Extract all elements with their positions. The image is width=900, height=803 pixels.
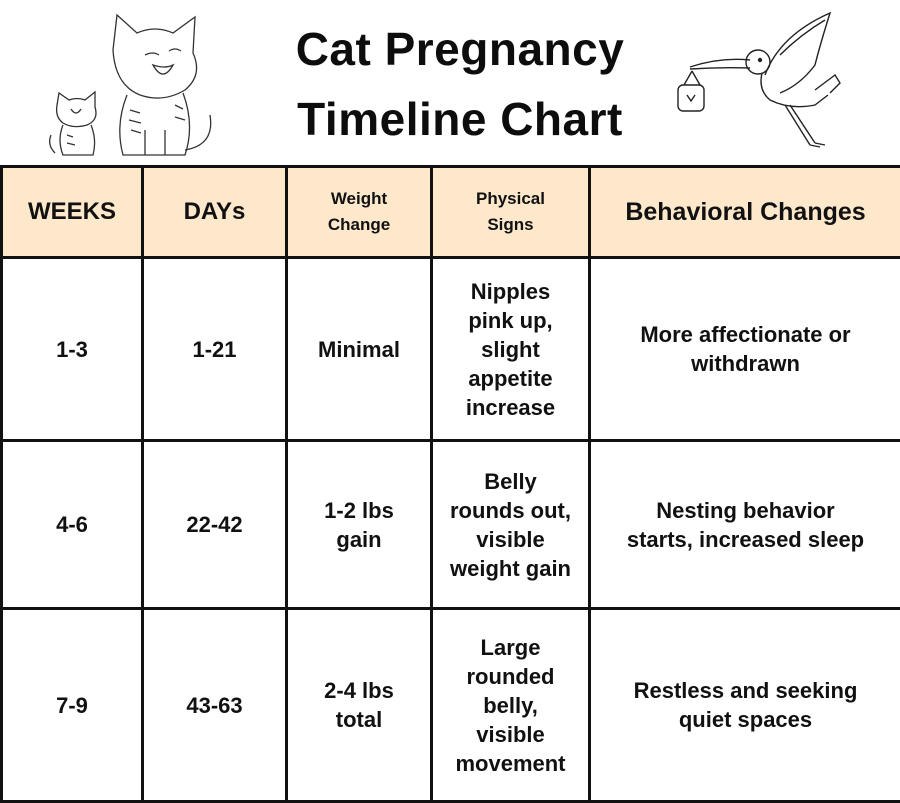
behavioral-changes-cell: Nesting behavior starts, increased sleep [590,441,900,609]
cats-icon [45,5,220,160]
page-header: Cat Pregnancy Timeline Chart [0,0,900,165]
weight-change-cell: 1-2 lbs gain [287,441,432,609]
behavioral-changes-cell: Restless and seeking quiet spaces [590,609,900,802]
weight-change-cell: 2-4 lbs total [287,609,432,802]
table-row: 4-6 22-42 1-2 lbs gain Belly rounds out,… [2,441,900,609]
column-header-days: DAYs [143,167,287,258]
days-cell: 1-21 [143,258,287,441]
weeks-cell: 1-3 [2,258,143,441]
column-header-physical-signs: Physical Signs [432,167,590,258]
table-header-row: WEEKS DAYs Weight Change Physical Signs … [2,167,900,258]
column-header-weight-change: Weight Change [287,167,432,258]
pregnancy-timeline-table: WEEKS DAYs Weight Change Physical Signs … [0,165,900,803]
weeks-cell: 4-6 [2,441,143,609]
column-header-weeks: WEEKS [2,167,143,258]
weeks-cell: 7-9 [2,609,143,802]
table-row: 7-9 43-63 2-4 lbs total Large rounded be… [2,609,900,802]
table-row: 1-3 1-21 Minimal Nipples pink up, slight… [2,258,900,441]
page-title: Cat Pregnancy Timeline Chart [250,14,670,154]
weight-change-cell: Minimal [287,258,432,441]
physical-signs-cell: Nipples pink up, slight appetite increas… [432,258,590,441]
days-cell: 22-42 [143,441,287,609]
physical-signs-cell: Belly rounds out, visible weight gain [432,441,590,609]
behavioral-changes-cell: More affectionate or withdrawn [590,258,900,441]
column-header-behavioral-changes: Behavioral Changes [590,167,900,258]
days-cell: 43-63 [143,609,287,802]
stork-with-bag-icon [670,5,845,155]
physical-signs-cell: Large rounded belly, visible movement [432,609,590,802]
